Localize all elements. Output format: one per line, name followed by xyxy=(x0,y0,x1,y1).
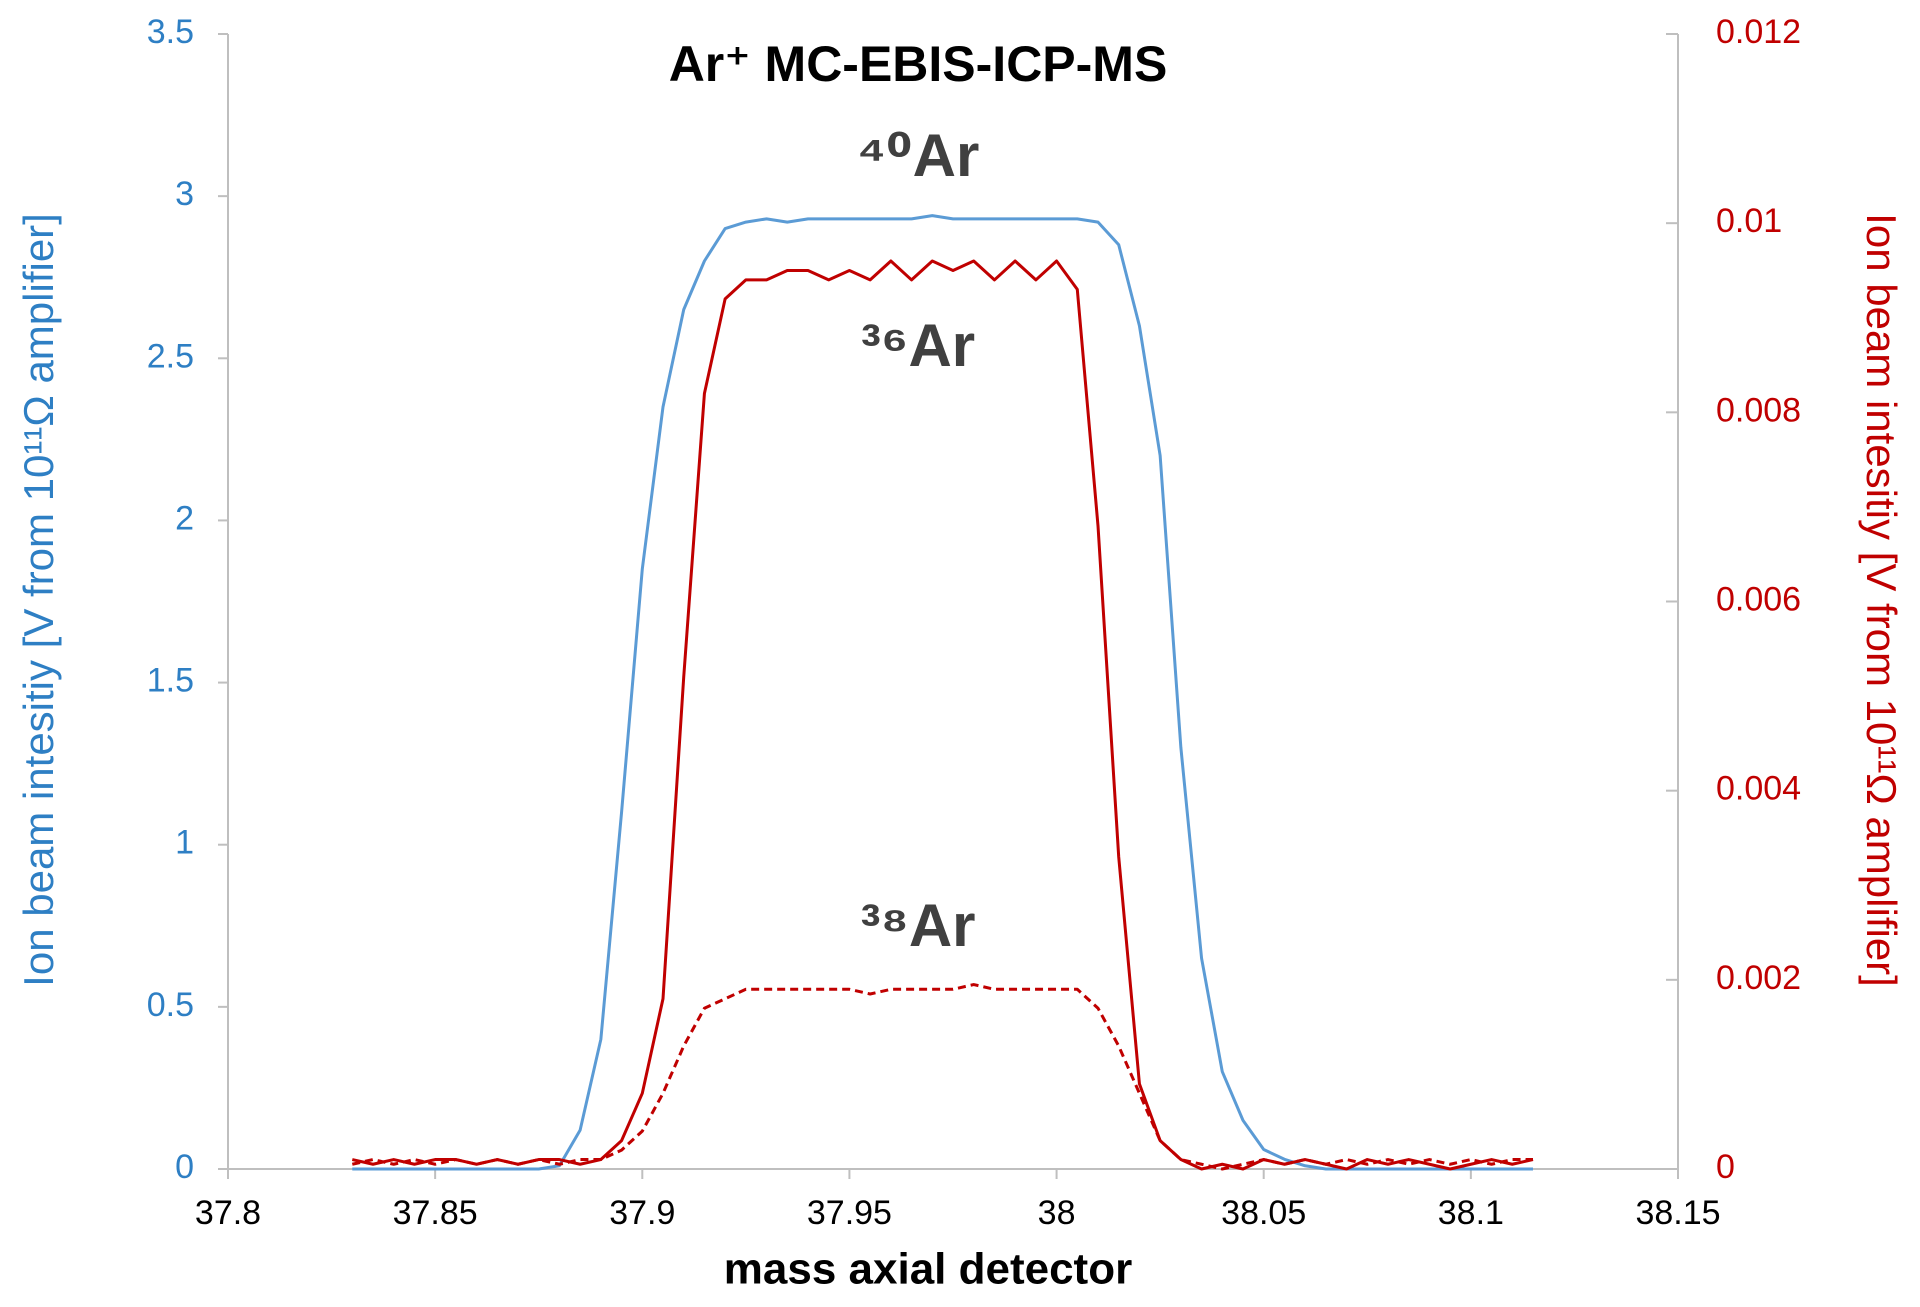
x-tick-label: 37.95 xyxy=(807,1194,892,1232)
y2-axis-title: Ion beam intesitiy [V from 10¹¹Ω amplifi… xyxy=(1858,213,1905,987)
x-tick-label: 38.15 xyxy=(1635,1194,1720,1232)
y2-tick-label: 0 xyxy=(1716,1148,1735,1186)
y-tick-label: 0 xyxy=(175,1148,194,1186)
y-tick-label: 2 xyxy=(175,499,194,537)
y2-tick-label: 0.008 xyxy=(1716,391,1801,429)
x-tick-label: 38.05 xyxy=(1221,1194,1306,1232)
series-label: ³⁸Ar xyxy=(860,892,975,959)
y-tick-label: 3 xyxy=(175,175,194,213)
y2-tick-label: 0.01 xyxy=(1716,202,1782,240)
y-axis-title: Ion beam intesitiy [V from 10¹¹Ω amplifi… xyxy=(15,213,62,987)
y-tick-label: 1 xyxy=(175,824,194,862)
data-line xyxy=(351,259,1534,1171)
y-tick-label: 3.5 xyxy=(147,13,194,51)
x-tick-label: 38 xyxy=(1038,1194,1076,1232)
x-tick-label: 37.85 xyxy=(393,1194,478,1232)
series-label: ³⁶Ar xyxy=(861,312,975,379)
x-tick-label: 37.8 xyxy=(195,1194,261,1232)
series-label: ⁴⁰Ar xyxy=(857,122,980,189)
y2-tick-label: 0.012 xyxy=(1716,13,1801,51)
x-axis-title: mass axial detector xyxy=(724,1245,1132,1294)
y-tick-label: 1.5 xyxy=(147,662,194,700)
y2-tick-label: 0.002 xyxy=(1716,959,1801,997)
data-line xyxy=(351,983,1533,1171)
y2-tick-label: 0.004 xyxy=(1716,770,1801,808)
y-tick-label: 2.5 xyxy=(147,337,194,375)
y2-tick-label: 0.006 xyxy=(1716,580,1801,618)
data-line xyxy=(352,214,1533,1171)
x-tick-label: 38.1 xyxy=(1438,1194,1504,1232)
chart-title: Ar⁺ MC-EBIS-ICP-MS xyxy=(669,36,1168,92)
x-tick-label: 37.9 xyxy=(609,1194,675,1232)
y-tick-label: 0.5 xyxy=(147,986,194,1024)
